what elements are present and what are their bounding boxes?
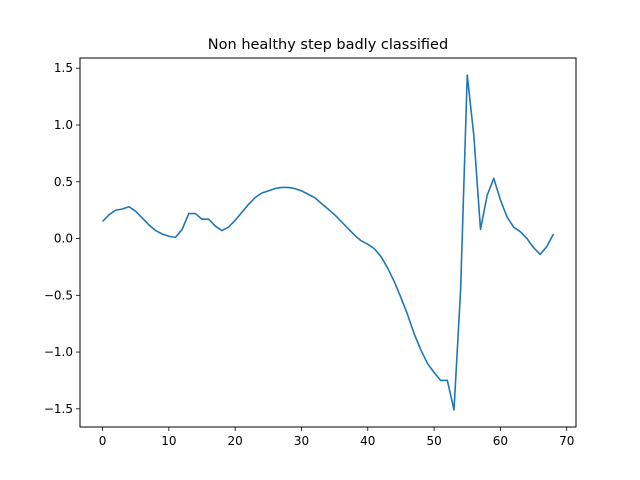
x-tick-label: 10 — [161, 434, 176, 448]
y-tick-label: 1.5 — [54, 61, 73, 75]
y-tick-label: 0.0 — [54, 232, 73, 246]
y-axis: −1.5 −1.0 −0.5 0.0 0.5 1.0 1.5 — [44, 61, 80, 416]
y-tick-label: 1.0 — [54, 118, 73, 132]
x-tick-label: 30 — [294, 434, 309, 448]
y-tick-label: −0.5 — [44, 288, 73, 302]
x-tick-label: 0 — [99, 434, 107, 448]
x-tick-label: 50 — [426, 434, 441, 448]
y-tick-label: 0.5 — [54, 175, 73, 189]
chart-title: Non healthy step badly classified — [208, 37, 448, 53]
plot-line-layer — [101, 74, 555, 411]
series-line — [101, 74, 555, 411]
y-tick-label: −1.5 — [44, 402, 73, 416]
x-axis: 0 10 20 30 40 50 60 70 — [99, 427, 574, 448]
x-tick-label: 20 — [228, 434, 243, 448]
plot-area-frame — [79, 57, 577, 428]
y-tick-label: −1.0 — [44, 345, 73, 359]
x-tick-label: 40 — [360, 434, 375, 448]
x-tick-label: 60 — [493, 434, 508, 448]
x-tick-label: 70 — [559, 434, 574, 448]
